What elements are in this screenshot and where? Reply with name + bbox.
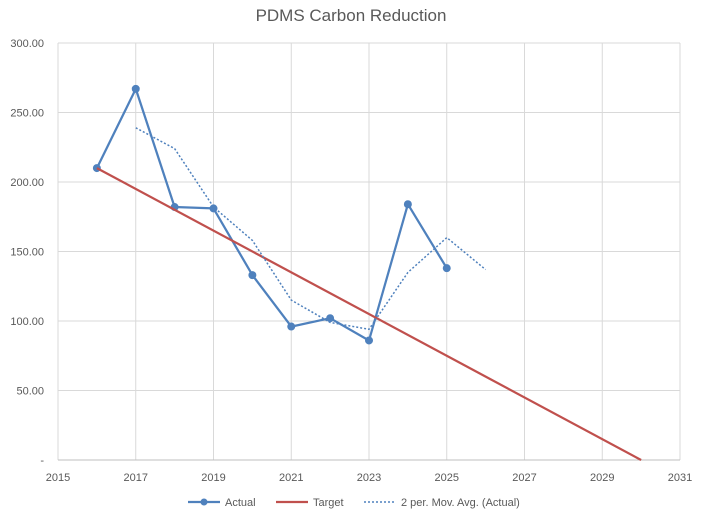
y-tick-label: -	[40, 455, 44, 467]
plot-area	[92, 84, 642, 461]
x-tick-label: 2015	[46, 472, 70, 484]
y-tick-label: 250.00	[10, 108, 44, 120]
x-tick-label: 2031	[668, 472, 692, 484]
data-point	[442, 264, 451, 273]
data-point	[209, 204, 218, 213]
y-tick-label: 300.00	[10, 38, 44, 50]
data-point	[287, 322, 296, 331]
legend-marker	[200, 498, 208, 506]
legend-label: Actual	[225, 497, 256, 509]
x-tick-label: 2027	[512, 472, 536, 484]
y-tick-label: 50.00	[16, 386, 44, 398]
chart-title: PDMS Carbon Reduction	[256, 6, 447, 25]
x-tick-label: 2021	[279, 472, 303, 484]
x-tick-label: 2023	[357, 472, 381, 484]
y-tick-label: 100.00	[10, 316, 44, 328]
series-line-2-per-mov-avg-actual	[135, 127, 487, 331]
x-tick-label: 2029	[590, 472, 614, 484]
legend-entry: Target	[276, 497, 344, 509]
x-tick-label: 2019	[201, 472, 225, 484]
data-point	[248, 271, 257, 280]
x-tick-label: 2017	[124, 472, 148, 484]
data-point	[403, 200, 412, 209]
axes: - 50.00 100.00 150.00 200.00 250.00 300.00 2015…	[10, 38, 692, 484]
x-tick-label: 2025	[435, 472, 459, 484]
series-line-target	[96, 167, 642, 461]
y-tick-label: 200.00	[10, 177, 44, 189]
y-tick-label: 150.00	[10, 247, 44, 259]
legend: Actual Target 2 per. Mov. Avg. (Actual)	[188, 497, 520, 509]
data-point	[326, 314, 335, 323]
gridlines	[57, 42, 681, 460]
legend-label: Target	[313, 497, 344, 509]
data-point	[365, 336, 373, 345]
data-point	[131, 84, 140, 93]
series-line-actual	[95, 87, 448, 342]
legend-label: 2 per. Mov. Avg. (Actual)	[401, 497, 520, 509]
legend-entry: Actual	[188, 497, 256, 509]
legend-entry: 2 per. Mov. Avg. (Actual)	[364, 497, 520, 509]
